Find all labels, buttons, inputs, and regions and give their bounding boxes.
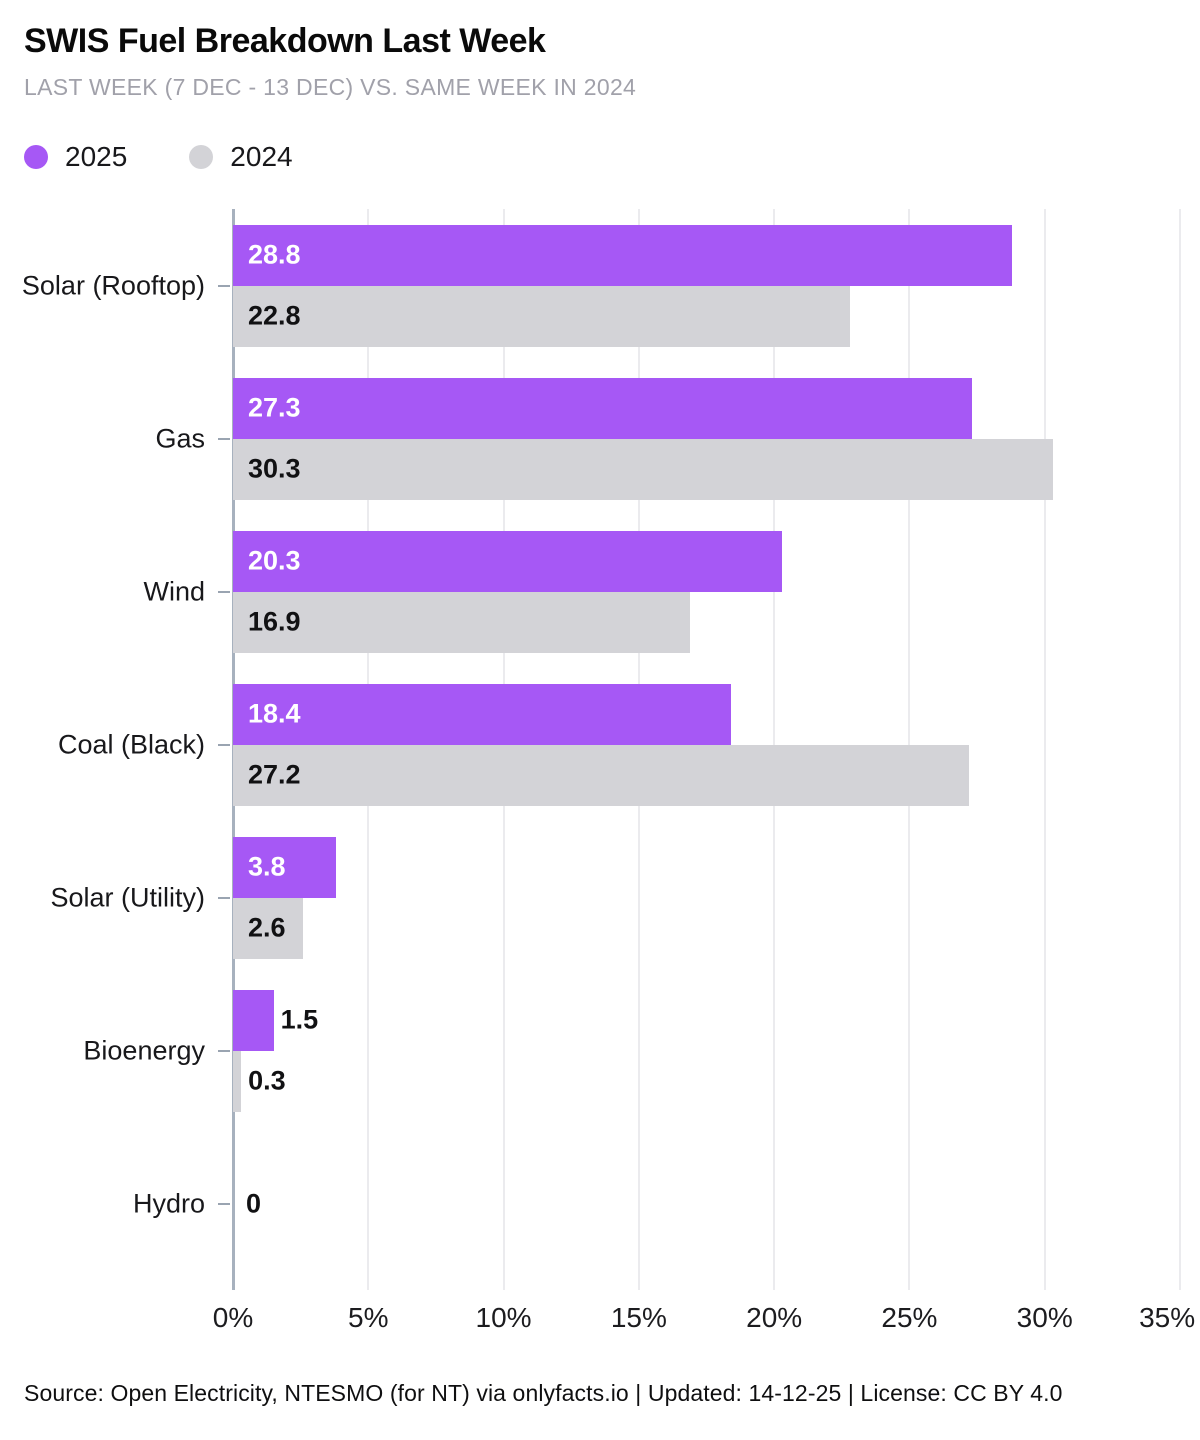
bar-value-label-2024: 30.3 (248, 453, 301, 484)
x-tick-label: 10% (475, 1302, 532, 1333)
category-row: Solar (Utility) 3.8 2.6 (50, 821, 1180, 974)
x-axis: 0% 5% 10% 15% 20% 25% 30% 35% (213, 1302, 1195, 1350)
x-tick-label: 5% (348, 1302, 389, 1333)
legend: 2025 2024 (24, 141, 1180, 173)
legend-item-2024[interactable]: 2024 (189, 141, 293, 173)
bar-value-label-2025: 3.8 (248, 851, 286, 882)
bar-value-label-2025: 20.3 (248, 545, 301, 576)
category-row: Hydro 0 (133, 1127, 1180, 1280)
category-label: Gas (155, 423, 205, 453)
bar-chart: Solar (Rooftop) 28.8 22.8 Gas 27.3 30.3 … (22, 209, 1195, 1350)
bar-value-label-2024: 27.2 (248, 759, 301, 790)
category-label: Bioenergy (83, 1035, 205, 1065)
y-tick-mark (218, 284, 230, 287)
bar-value-label-2025: 28.8 (248, 239, 301, 270)
zero-value-label: 0 (246, 1188, 262, 1218)
category-row: Coal (Black) 18.4 27.2 (58, 668, 1180, 821)
y-tick-mark (218, 1202, 230, 1205)
category-row: Bioenergy 1.5 0.3 (83, 974, 1180, 1127)
bar-value-label-2024: 0.3 (248, 1065, 286, 1096)
category-label: Hydro (132, 1188, 205, 1218)
category-row: Gas 27.3 30.3 (155, 362, 1180, 515)
page-title: SWIS Fuel Breakdown Last Week (24, 22, 546, 60)
bar-2025[interactable]: 3.8 (233, 836, 336, 898)
bar-2025[interactable]: 18.4 (233, 683, 731, 745)
bar-2025[interactable]: 20.3 (233, 530, 783, 592)
source-footer: Source: Open Electricity, NTESMO (for NT… (24, 1380, 1063, 1406)
y-tick-mark (218, 1049, 230, 1052)
y-tick-mark (218, 590, 230, 593)
plot-area: Solar (Rooftop) 28.8 22.8 Gas 27.3 30.3 … (22, 209, 1181, 1290)
y-tick-mark (218, 896, 230, 899)
bar-2025[interactable]: 28.8 (233, 224, 1013, 286)
rows: Solar (Rooftop) 28.8 22.8 Gas 27.3 30.3 … (22, 209, 1180, 1280)
y-tick-mark (218, 437, 230, 440)
bar-2024[interactable]: 30.3 (233, 438, 1053, 500)
bar-2024[interactable]: 22.8 (233, 285, 850, 347)
bar-value-label-2025: 18.4 (248, 698, 301, 729)
bar-2024[interactable]: 27.2 (233, 744, 969, 806)
bar-2024[interactable]: 0.3 (233, 1050, 286, 1112)
x-tick-label: 20% (746, 1302, 803, 1333)
x-tick-label: 0% (212, 1302, 254, 1333)
x-tick-label: 15% (610, 1302, 667, 1333)
bar-2024[interactable]: 16.9 (233, 591, 691, 653)
x-tick-label: 30% (1016, 1302, 1073, 1333)
bar-value-label-2024: 16.9 (248, 606, 301, 637)
category-label: Solar (Rooftop) (21, 270, 205, 300)
gridline (1179, 209, 1181, 1290)
bar-value-label-2025: 27.3 (248, 392, 301, 423)
legend-dot-2025-icon (24, 145, 48, 169)
bar-2025[interactable]: 1.5 (233, 989, 318, 1051)
x-tick-label: 35% (1139, 1302, 1196, 1333)
category-row: Wind 20.3 16.9 (143, 515, 1180, 668)
legend-dot-2024-icon (189, 145, 214, 169)
legend-label-2025: 2025 (65, 141, 128, 172)
bar-value-label-2024: 22.8 (248, 300, 301, 331)
bar-2024[interactable]: 2.6 (233, 897, 304, 959)
gridline (1043, 209, 1046, 1290)
y-tick-mark (218, 743, 230, 746)
bar-value-label-2025: 1.5 (280, 1004, 319, 1035)
page-subtitle: LAST WEEK (7 DEC - 13 DEC) VS. SAME WEEK… (24, 74, 637, 100)
bar-2025[interactable]: 27.3 (233, 377, 972, 439)
category-row: Solar (Rooftop) 28.8 22.8 (22, 209, 1180, 362)
legend-label-2024: 2024 (230, 141, 293, 172)
category-label: Solar (Utility) (50, 882, 205, 912)
x-tick-label: 25% (881, 1302, 938, 1333)
bar-value-label-2024: 2.6 (248, 912, 286, 943)
category-label: Wind (143, 576, 205, 606)
category-label: Coal (Black) (57, 729, 205, 759)
legend-item-2025[interactable]: 2025 (24, 141, 127, 173)
page: SWIS Fuel Breakdown Last Week LAST WEEK … (22, 22, 1195, 1406)
